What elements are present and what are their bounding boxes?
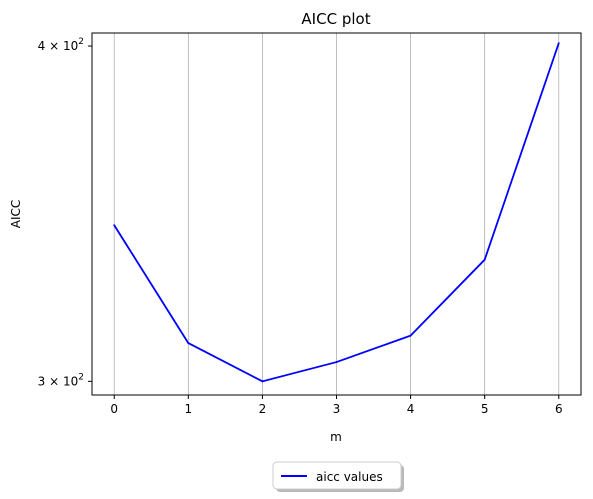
data-point <box>483 258 486 261</box>
x-tick-label-4: 4 <box>407 402 415 416</box>
data-point <box>113 224 116 227</box>
data-point <box>557 42 560 45</box>
y-tick-label-1: 4 × 102 <box>38 37 84 53</box>
data-point <box>409 334 412 337</box>
y-axis-label: AICC <box>9 200 23 229</box>
data-point <box>187 342 190 345</box>
x-tick-label-5: 5 <box>481 402 489 416</box>
legend-box <box>272 461 402 490</box>
x-tick-label-3: 3 <box>333 402 341 416</box>
y-tick-label-0: 3 × 102 <box>38 372 84 388</box>
data-point <box>335 361 338 363</box>
x-axis-ticks: 0 1 2 3 4 5 6 <box>110 395 563 416</box>
x-gridlines <box>113 33 560 395</box>
y-axis-ticks: 3 × 102 4 × 102 <box>38 37 92 388</box>
x-axis-label: m <box>330 430 342 444</box>
x-tick-label-6: 6 <box>555 402 563 416</box>
plot-frame <box>91 32 582 396</box>
legend: aicc values <box>272 461 404 492</box>
x-tick-label-1: 1 <box>184 402 192 416</box>
legend-label: aicc values <box>316 470 383 484</box>
data-point <box>261 380 264 383</box>
chart-title: AICC plot <box>301 10 370 28</box>
x-tick-label-2: 2 <box>259 402 267 416</box>
series-layer <box>113 42 560 383</box>
x-tick-label-0: 0 <box>110 402 118 416</box>
